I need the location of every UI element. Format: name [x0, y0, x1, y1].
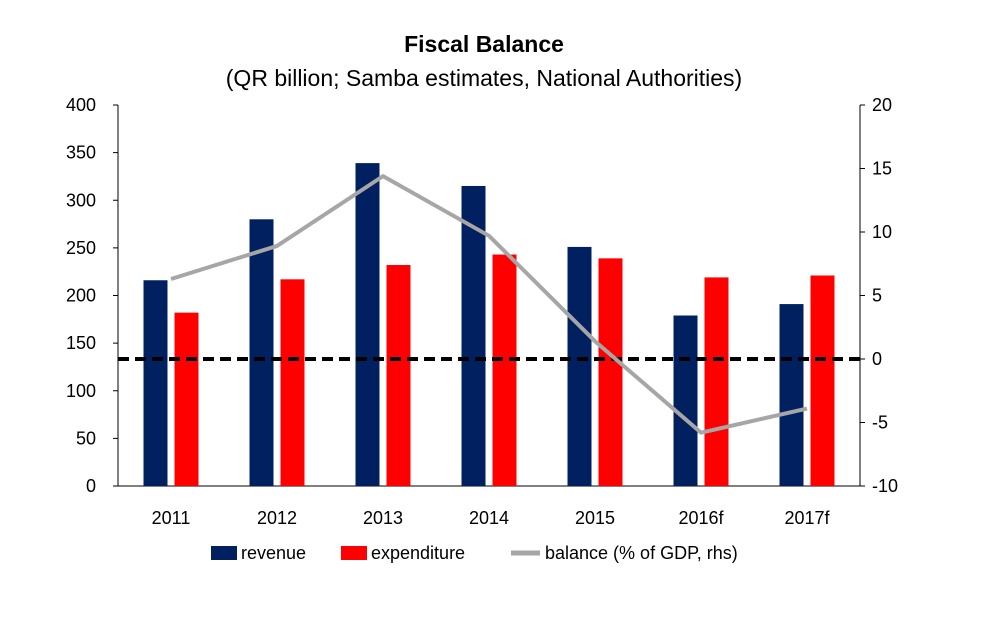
left-tick-label: 400 [66, 95, 96, 115]
bar-revenue-2012 [249, 219, 274, 487]
bar-revenue-2013 [355, 163, 380, 487]
x-tick-label: 2012 [257, 508, 297, 528]
left-axis-ticks: 0 50 100 150 200 250 300 350 400 [66, 95, 118, 496]
left-tick-label: 250 [66, 238, 96, 258]
left-tick-label: 200 [66, 286, 96, 306]
right-tick-label: 10 [872, 222, 892, 242]
legend-label-revenue: revenue [241, 543, 306, 563]
x-axis-ticks: 2011 2012 2013 2014 2015 2016f 2017f [152, 508, 831, 528]
bar-expenditure-2015 [598, 258, 623, 486]
legend-swatch-revenue [211, 546, 237, 560]
bar-expenditure-2013 [386, 265, 411, 486]
axes-group: 0 50 100 150 200 250 300 350 400 -10 -5 0 5 10 15 20 [66, 95, 898, 496]
bar-expenditure-2012 [280, 279, 305, 486]
x-tick-label: 2011 [152, 508, 191, 528]
right-tick-label: 0 [872, 349, 882, 369]
left-tick-label: 150 [66, 333, 96, 353]
legend-swatch-expenditure [341, 546, 367, 560]
bars-group [143, 163, 835, 487]
x-tick-label: 2017f [784, 508, 830, 528]
chart-subtitle: (QR billion; Samba estimates, National A… [226, 65, 742, 91]
x-tick-label: 2014 [469, 508, 509, 528]
legend: revenue expenditure balance (% of GDP, r… [211, 543, 738, 563]
x-tick-label: 2015 [575, 508, 615, 528]
bar-expenditure-2016f [704, 277, 729, 486]
left-tick-label: 0 [86, 476, 96, 496]
bar-revenue-2011 [143, 280, 168, 486]
right-tick-label: 15 [872, 159, 892, 179]
right-tick-label: 20 [872, 95, 892, 115]
right-tick-label: -5 [872, 413, 888, 433]
x-tick-label: 2016f [678, 508, 724, 528]
bar-expenditure-2014 [492, 254, 517, 486]
bar-revenue-2016f [673, 315, 698, 486]
chart-title: Fiscal Balance [404, 31, 564, 57]
left-tick-label: 50 [76, 428, 96, 448]
right-tick-label: 5 [872, 286, 882, 306]
legend-label-expenditure: expenditure [371, 543, 465, 563]
right-axis-ticks: -10 -5 0 5 10 15 20 [860, 95, 898, 496]
balance-line [170, 174, 808, 435]
bar-expenditure-2017f [810, 275, 835, 486]
x-tick-label: 2013 [363, 508, 403, 528]
left-tick-label: 350 [66, 143, 96, 163]
legend-label-balance: balance (% of GDP, rhs) [545, 543, 738, 563]
bar-expenditure-2011 [174, 312, 199, 486]
left-tick-label: 100 [66, 381, 96, 401]
lines-group [118, 174, 860, 435]
bar-revenue-2014 [461, 185, 486, 486]
left-tick-label: 300 [66, 190, 96, 210]
bar-revenue-2017f [779, 304, 804, 486]
right-tick-label: -10 [872, 476, 898, 496]
bar-revenue-2015 [567, 246, 592, 486]
